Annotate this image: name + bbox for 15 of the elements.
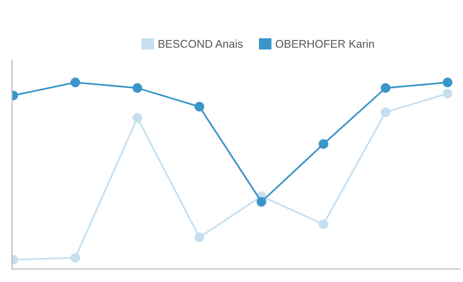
point (318, 139, 328, 149)
point (380, 83, 390, 93)
legend-label: BESCOND Anais (158, 40, 243, 48)
point (442, 78, 452, 88)
point (442, 88, 452, 98)
legend-label: OBERHOFER Karin (276, 40, 374, 48)
point (194, 102, 204, 112)
point (70, 78, 80, 88)
point (132, 112, 142, 123)
point (256, 196, 266, 207)
point (380, 107, 390, 118)
point (194, 232, 204, 242)
point (318, 219, 328, 230)
point (132, 83, 142, 93)
point (70, 252, 80, 263)
